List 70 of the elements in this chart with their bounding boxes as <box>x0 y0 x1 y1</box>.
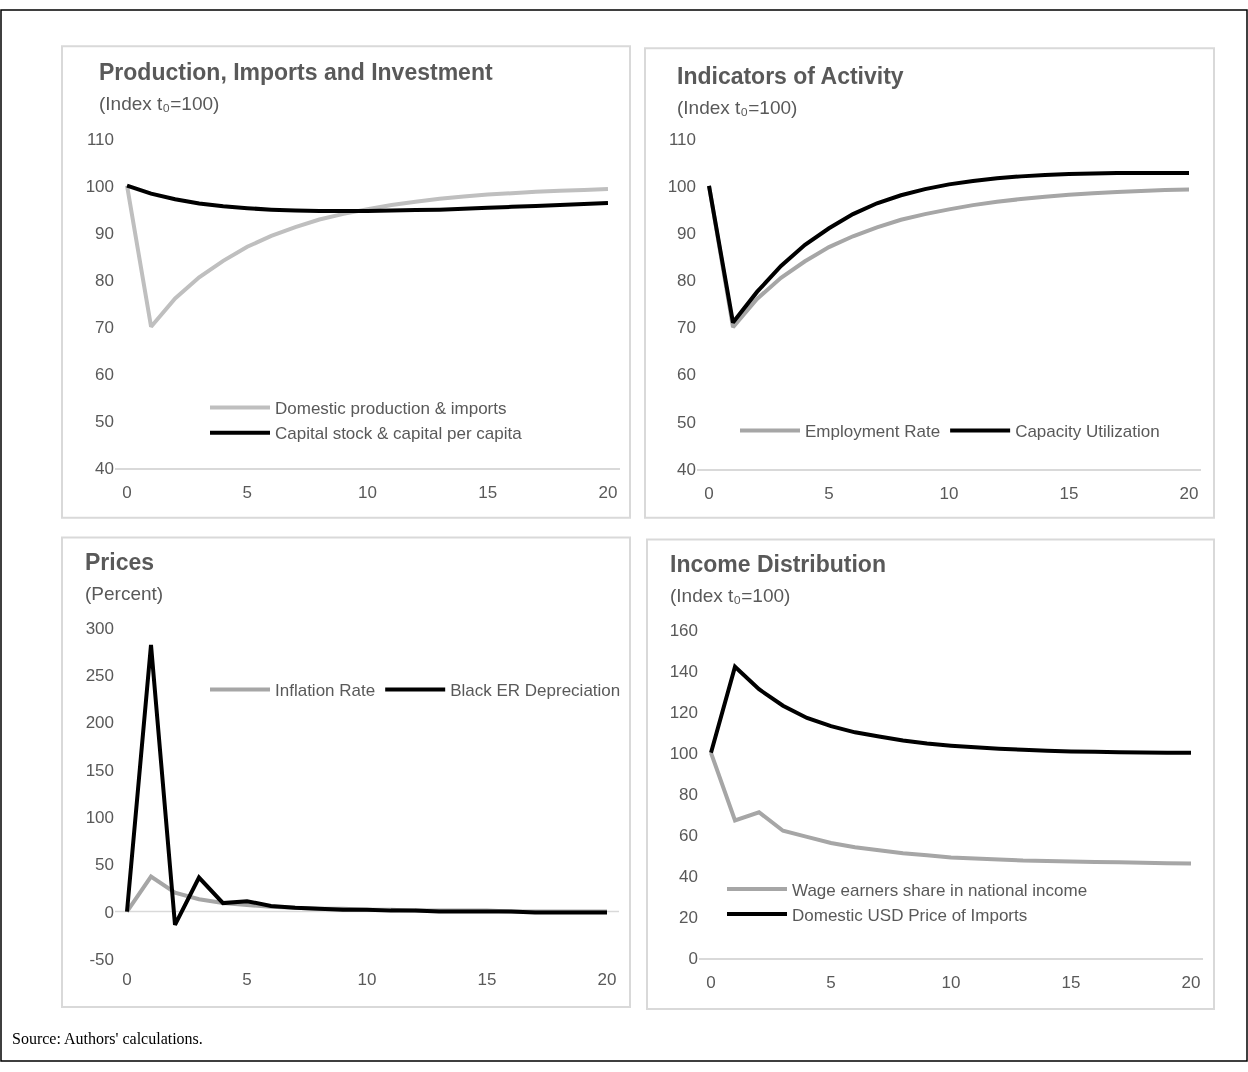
chart-subtitle: (Index t₀=100) <box>677 97 798 118</box>
y-tick-label: 50 <box>677 412 696 432</box>
x-tick-label: 0 <box>122 482 132 502</box>
y-tick-label: 50 <box>95 411 114 431</box>
x-tick-label: 5 <box>242 482 252 502</box>
y-tick-label: 60 <box>677 365 696 385</box>
y-tick-label: 0 <box>688 948 698 968</box>
y-tick-label: 100 <box>667 176 696 196</box>
y-tick-label: 100 <box>85 807 114 827</box>
y-tick-label: 90 <box>95 223 114 243</box>
y-tick-label: 120 <box>669 702 698 722</box>
y-tick-label: 90 <box>677 223 696 243</box>
x-tick-label: 20 <box>597 969 617 989</box>
chart-title: Prices <box>85 549 155 575</box>
legend-label: Inflation Rate <box>275 681 376 701</box>
y-tick-label: 40 <box>679 866 698 886</box>
x-tick-label: 20 <box>1181 973 1201 993</box>
y-tick-label: 150 <box>85 760 114 780</box>
y-tick-label: 140 <box>669 661 698 681</box>
x-tick-label: 10 <box>358 482 377 502</box>
source-note: Source: Authors' calculations. <box>12 1030 203 1047</box>
y-tick-label: 80 <box>679 784 698 804</box>
y-tick-label: 0 <box>104 902 114 922</box>
y-tick-label: 40 <box>95 458 114 478</box>
y-tick-label: 100 <box>85 176 114 196</box>
x-tick-label: 15 <box>478 482 498 502</box>
x-tick-label: 10 <box>941 973 961 993</box>
y-tick-label: 110 <box>86 129 114 149</box>
y-tick-label: 70 <box>95 317 114 337</box>
legend-label: Black ER Depreciation <box>450 681 621 701</box>
chart-title: Indicators of Activity <box>677 63 904 89</box>
y-tick-label: 80 <box>677 271 696 291</box>
legend-label: Capacity Utilization <box>1015 422 1160 442</box>
x-tick-label: 10 <box>357 969 377 989</box>
legend-label: Capital stock & capital per capita <box>275 424 523 444</box>
legend-label: Domestic USD Price of Imports <box>792 905 1028 925</box>
y-tick-label: 50 <box>95 855 114 875</box>
x-tick-label: 10 <box>939 483 959 503</box>
x-tick-label: 0 <box>706 973 716 993</box>
legend-label: Wage earners share in national income <box>792 880 1088 900</box>
y-tick-label: 250 <box>85 666 114 686</box>
y-tick-label: 300 <box>85 618 114 638</box>
x-tick-label: 5 <box>242 969 252 989</box>
x-tick-label: 5 <box>824 483 834 503</box>
x-tick-label: 15 <box>477 969 497 989</box>
x-tick-label: 20 <box>598 482 618 502</box>
y-tick-label: 60 <box>679 825 698 845</box>
y-tick-label: 100 <box>669 743 698 763</box>
x-tick-label: 20 <box>1179 483 1199 503</box>
chart-title: Income Distribution <box>670 551 886 577</box>
y-tick-label: -50 <box>89 949 114 969</box>
y-tick-label: 40 <box>677 459 696 479</box>
chart-title: Production, Imports and Investment <box>99 59 493 85</box>
y-tick-label: 80 <box>95 270 114 290</box>
x-tick-label: 5 <box>826 973 836 993</box>
x-tick-label: 15 <box>1059 483 1079 503</box>
y-tick-label: 160 <box>669 620 698 640</box>
x-tick-label: 0 <box>122 969 132 989</box>
y-tick-label: 20 <box>679 907 698 927</box>
chart-subtitle: (Index t₀=100) <box>670 585 791 606</box>
y-tick-label: 200 <box>85 713 114 733</box>
x-tick-label: 15 <box>1061 973 1081 993</box>
y-tick-label: 110 <box>668 129 696 149</box>
x-tick-label: 0 <box>704 483 714 503</box>
y-tick-label: 70 <box>677 318 696 338</box>
legend-label: Domestic production & imports <box>275 399 507 419</box>
chart-subtitle: (Index t₀=100) <box>99 93 220 114</box>
legend-label: Employment Rate <box>805 422 941 442</box>
y-tick-label: 60 <box>95 364 114 384</box>
chart-subtitle: (Percent) <box>85 583 164 604</box>
